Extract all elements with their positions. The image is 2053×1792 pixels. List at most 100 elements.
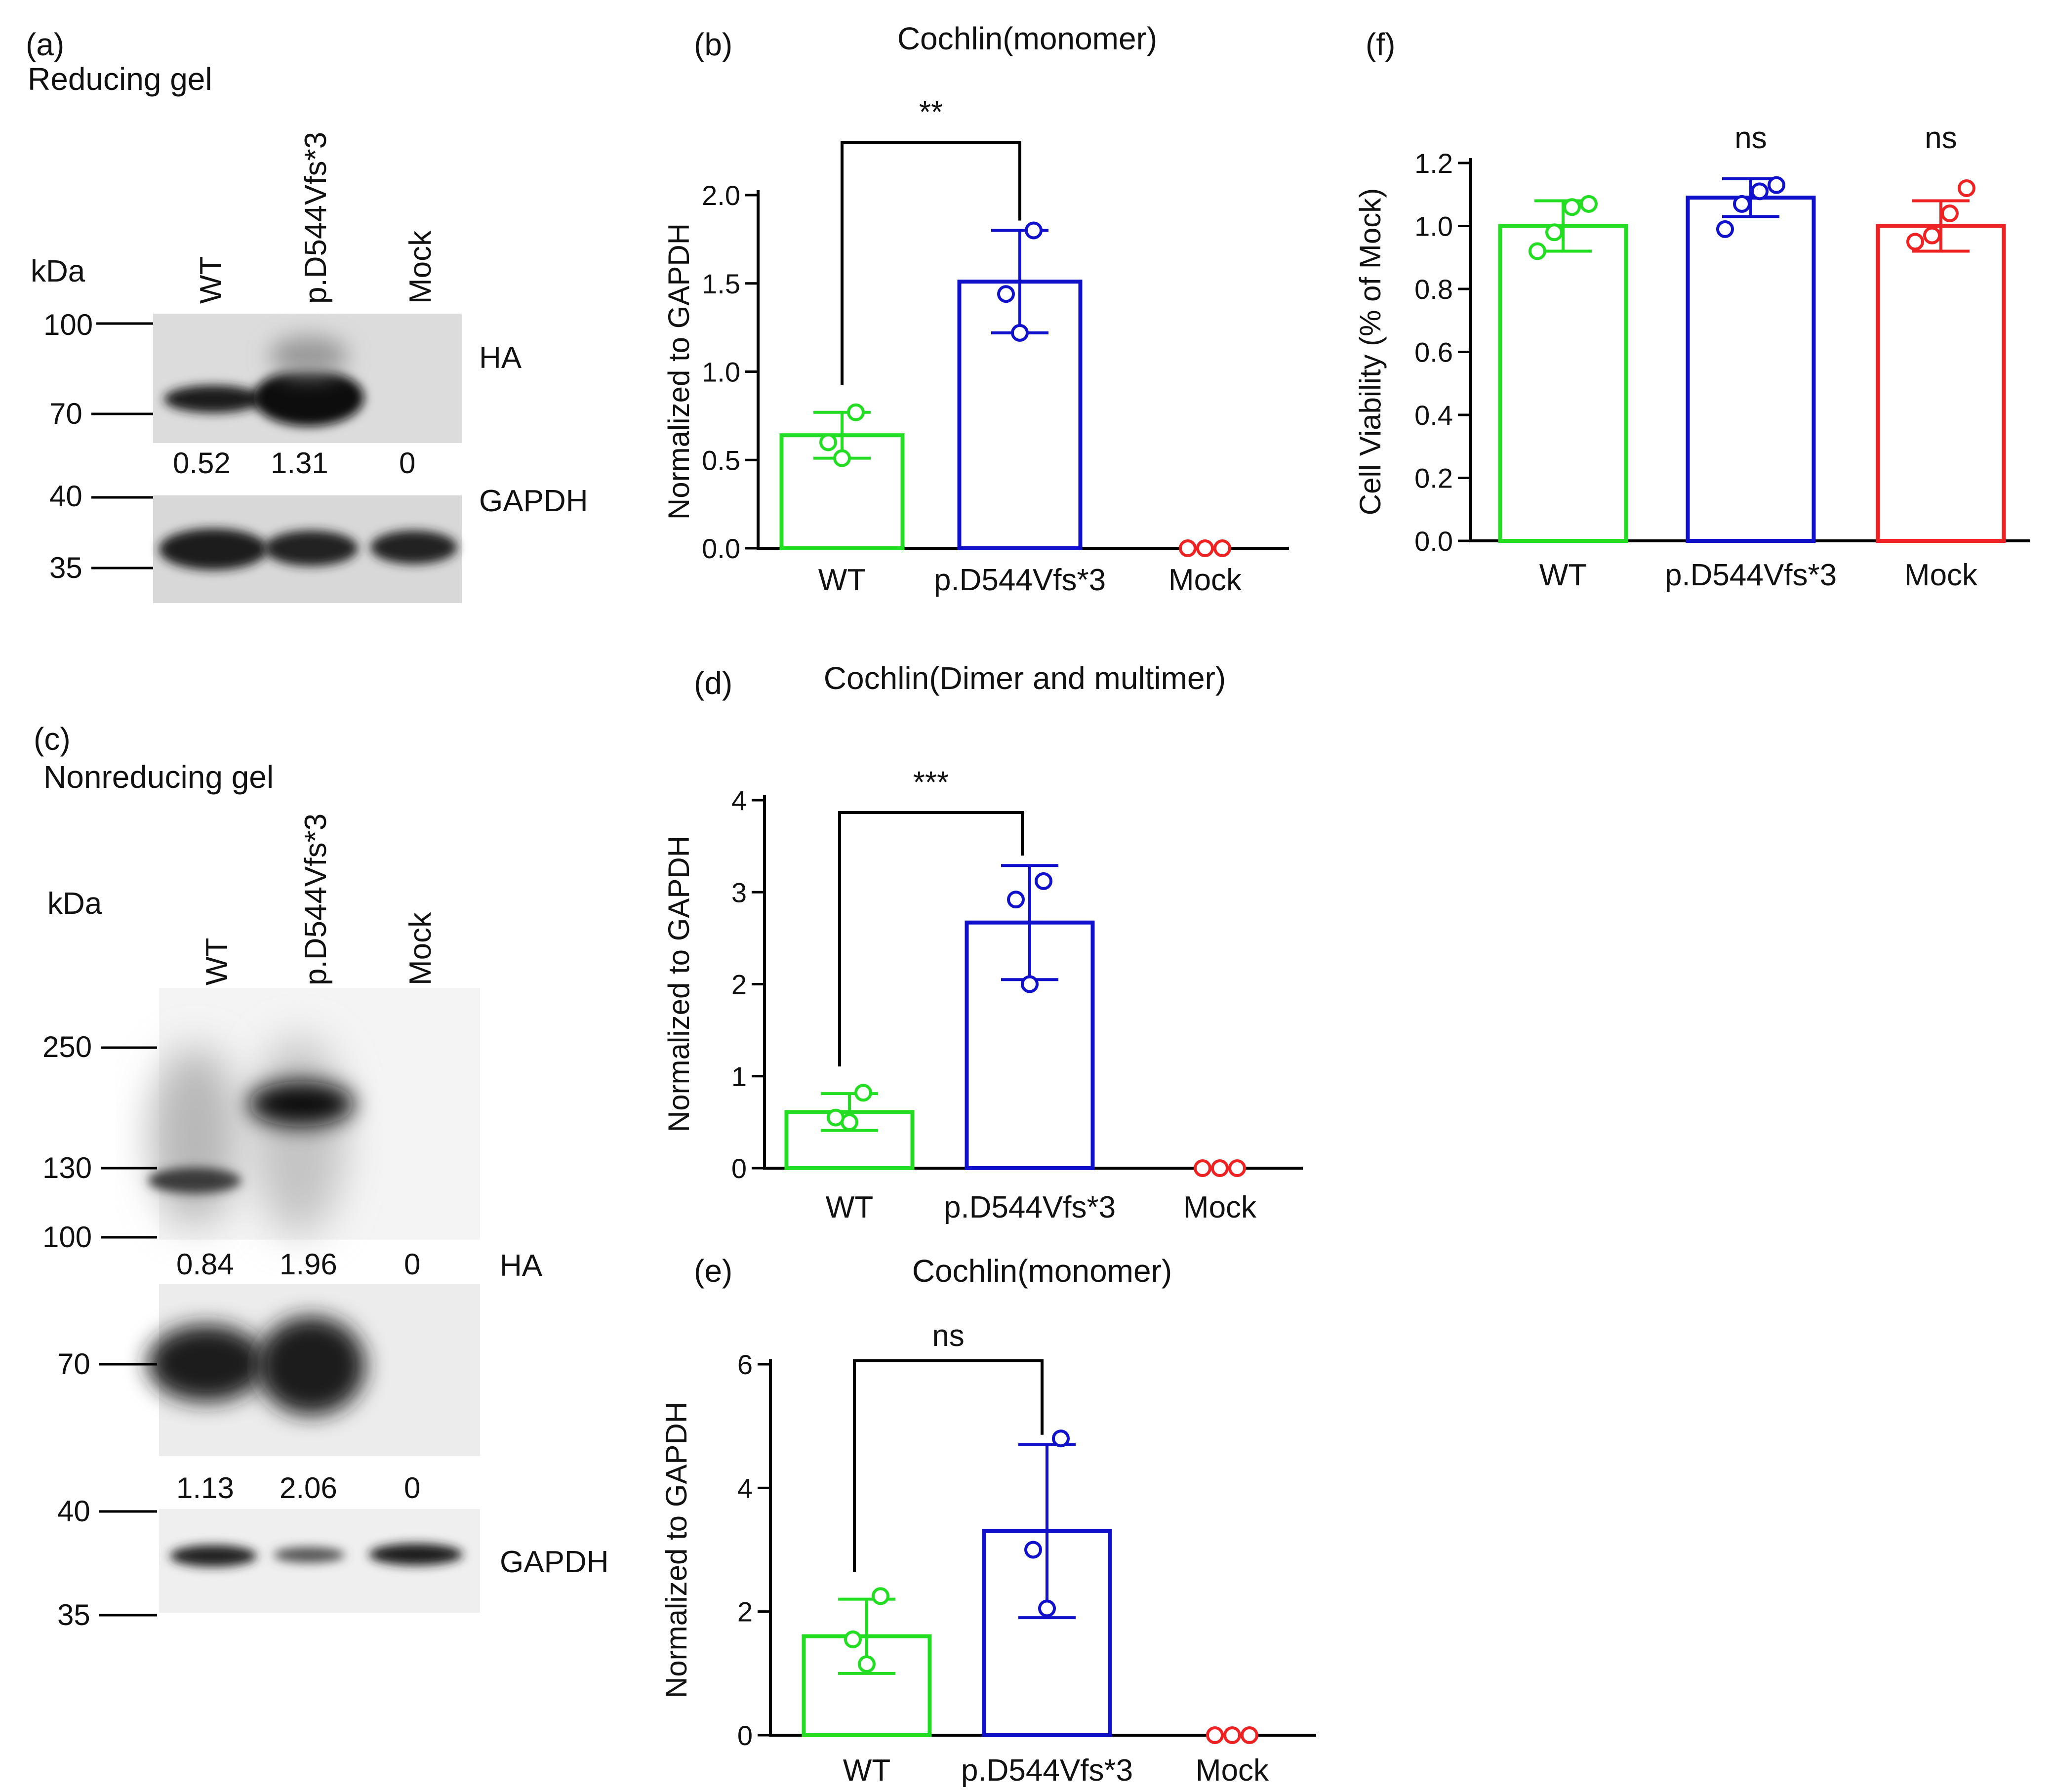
band xyxy=(369,1544,463,1565)
data-point xyxy=(1958,179,1975,197)
band xyxy=(148,1168,242,1193)
comparison-bracket xyxy=(838,811,1024,1067)
panel-c-ha-label: HA xyxy=(500,1249,543,1283)
data-point xyxy=(819,433,837,451)
panel-c-gapdh-blot xyxy=(159,1509,480,1613)
chart-e-letter: (e) xyxy=(694,1253,732,1289)
panel-a-kda: kDa xyxy=(31,254,85,288)
x-tick-label: WT xyxy=(826,1190,873,1224)
panel-a-letter: (a) xyxy=(26,27,64,62)
y-tick-label: 0.5 xyxy=(702,445,740,476)
data-point xyxy=(833,449,851,467)
panel-a-marker-100: 100 xyxy=(43,308,93,341)
data-point xyxy=(1206,1726,1224,1744)
panel-a-gapdh-label: GAPDH xyxy=(479,484,588,518)
panel-c-quant-top-wt: 0.84 xyxy=(176,1248,234,1281)
panel-a-gapdh-blot xyxy=(153,495,462,603)
x-tick-label: WT xyxy=(818,563,866,597)
panel-a-subtitle: Reducing gel xyxy=(28,61,212,97)
data-point xyxy=(1941,204,1959,222)
data-point xyxy=(844,1630,862,1648)
bar-WT xyxy=(1498,224,1628,543)
data-point xyxy=(1021,975,1039,993)
x-tick-label: Mock xyxy=(1196,1753,1269,1788)
panel-a-marker-35: 35 xyxy=(49,551,82,584)
y-tick-label: 1.0 xyxy=(1414,211,1453,242)
comparison-label: *** xyxy=(913,766,949,800)
panel-a-quant-mock: 0 xyxy=(399,447,415,480)
chart-e-ylabel: Normalized to GAPDH xyxy=(660,1402,693,1698)
panel-c-lane-mock: Mock xyxy=(403,912,438,985)
y-tick-label: 6 xyxy=(737,1349,753,1380)
chart-e-title: Cochlin(monomer) xyxy=(912,1253,1172,1289)
y-tick-label: 0 xyxy=(737,1720,753,1751)
y-tick-label: 0.8 xyxy=(1414,274,1453,305)
data-point xyxy=(1025,221,1043,240)
panel-c-ha-monomer-blot xyxy=(147,1284,480,1456)
data-point xyxy=(858,1655,876,1673)
y-tick-label: 0 xyxy=(731,1153,747,1184)
panel-c-marker-70: 70 xyxy=(57,1347,90,1381)
data-point xyxy=(1196,539,1214,557)
panel-a: (a) Reducing gel kDa WT p.D544Vfs*3 Mock… xyxy=(26,27,588,603)
comparison-bracket xyxy=(853,1359,1044,1572)
band xyxy=(274,1547,345,1563)
band xyxy=(257,1316,365,1415)
band xyxy=(159,529,268,570)
data-point xyxy=(1580,195,1598,213)
chart-f-letter: (f) xyxy=(1366,27,1395,62)
panel-c-subtitle: Nonreducing gel xyxy=(43,759,274,795)
data-point xyxy=(827,1108,845,1127)
data-point xyxy=(1024,1541,1042,1559)
panel-a-marker-70: 70 xyxy=(49,397,82,430)
panel-c-quant-bottom-mock: 0 xyxy=(404,1471,420,1505)
data-point xyxy=(1906,233,1924,251)
chart-f-ylabel: Cell Viability (% of Mock) xyxy=(1354,188,1387,515)
chart-e: (e) Cochlin(monomer) Normalized to GAPDH 0 2… xyxy=(660,1253,1316,1788)
band xyxy=(248,1081,355,1127)
panel-c-kda: kDa xyxy=(47,887,102,921)
panel-a-lane-mut: p.D544Vfs*3 xyxy=(299,132,333,304)
x-tick-label: WT xyxy=(843,1753,890,1788)
y-tick-label: 3 xyxy=(731,877,747,908)
panel-c-lane-wt: WT xyxy=(200,938,234,985)
y-tick-label: 1.5 xyxy=(702,268,740,299)
band xyxy=(170,1545,257,1567)
chart-d-letter: (d) xyxy=(694,665,732,701)
data-point xyxy=(1007,891,1025,909)
panel-c-marker-250: 250 xyxy=(42,1030,92,1063)
x-tick-label: p.D544Vfs*3 xyxy=(961,1753,1133,1788)
y-tick-label: 0.4 xyxy=(1414,400,1453,431)
data-point xyxy=(1035,872,1052,890)
band xyxy=(264,530,358,566)
y-tick-label: 2.0 xyxy=(702,180,740,211)
x-tick-label: Mock xyxy=(1904,558,1978,592)
x-tick-label: Mock xyxy=(1183,1190,1257,1224)
data-point xyxy=(1038,1599,1056,1618)
data-point xyxy=(1733,195,1751,213)
data-point xyxy=(1179,539,1197,557)
chart-b-letter: (b) xyxy=(694,27,732,62)
panel-c-letter: (c) xyxy=(34,721,71,757)
data-point xyxy=(1529,242,1546,260)
panel-a-quant-wt: 0.52 xyxy=(173,447,231,480)
data-point xyxy=(1716,220,1734,238)
panel-a-marker-40: 40 xyxy=(49,480,82,513)
chart-d-ylabel: Normalized to GAPDH xyxy=(662,836,695,1132)
panel-c: (c) Nonreducing gel kDa WT p.D544Vfs*3 M… xyxy=(34,721,608,1631)
panel-c-quant-top-mut: 1.96 xyxy=(280,1248,337,1281)
bar-Mock xyxy=(1876,224,2006,543)
panel-a-ha-blot xyxy=(153,314,462,443)
panel-c-marker-35: 35 xyxy=(57,1598,90,1631)
panel-c-quant-top-mock: 0 xyxy=(404,1248,420,1281)
data-point xyxy=(1241,1726,1258,1744)
x-tick-label: p.D544Vfs*3 xyxy=(1665,558,1837,592)
y-tick-label: 1.0 xyxy=(702,357,740,388)
panel-c-quant-bottom-wt: 1.13 xyxy=(176,1471,234,1505)
panel-c-marker-40: 40 xyxy=(57,1495,90,1528)
panel-a-lane-wt: WT xyxy=(194,256,228,304)
band xyxy=(164,385,263,413)
panel-a-quant-mut: 1.31 xyxy=(271,447,328,480)
y-tick-label: 0.6 xyxy=(1414,337,1453,368)
band xyxy=(252,1037,346,1235)
